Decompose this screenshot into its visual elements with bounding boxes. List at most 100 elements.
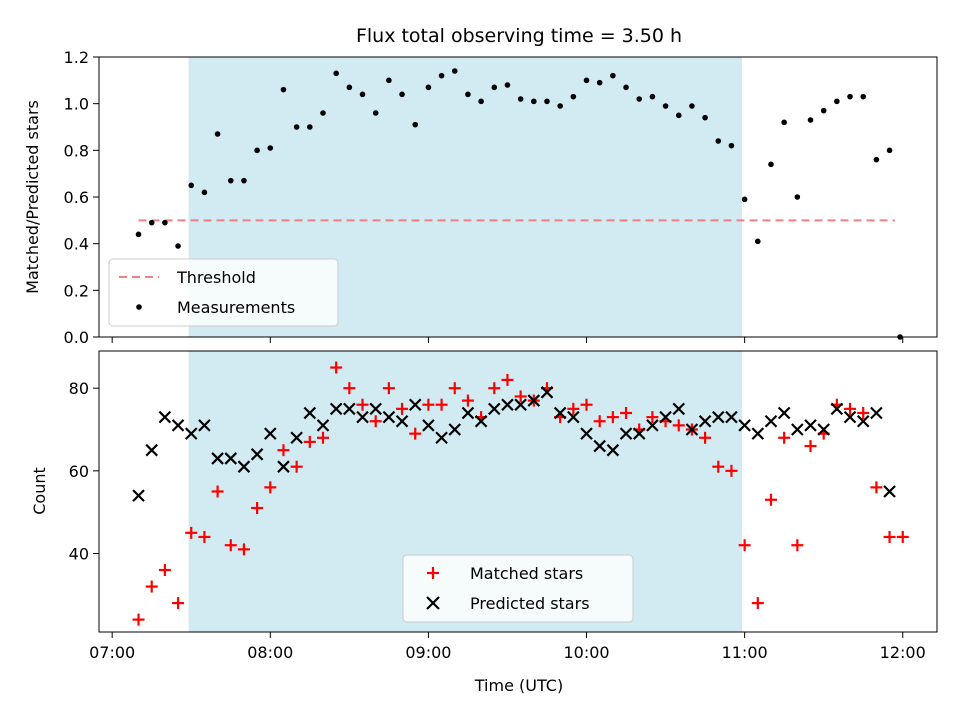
matched-point: [448, 382, 461, 395]
top-y-tick-label: 0.6: [64, 188, 89, 207]
predicted-point: [804, 419, 817, 432]
matched-point: [251, 502, 264, 515]
bottom-y-tick-label: 60: [69, 462, 89, 481]
measurement-point: [241, 177, 247, 184]
predicted-point: [830, 402, 844, 416]
legend-predicted-label: Predicted stars: [470, 594, 590, 613]
predicted-point: [580, 427, 593, 440]
measurement-point: [715, 138, 722, 144]
top-y-axis-label: Matched/Predicted stars: [23, 100, 42, 294]
measurement-point: [768, 161, 774, 168]
matched-point: [264, 481, 277, 494]
matched-point: [514, 390, 527, 403]
x-tick-label: 07:00: [89, 643, 135, 662]
top-y-tick-label: 0.8: [64, 141, 89, 160]
measurement-point: [886, 147, 893, 154]
measurement-point: [636, 96, 643, 102]
top-plot-frame: [98, 56, 938, 338]
measurement-point: [504, 82, 511, 88]
measurement-point: [359, 91, 366, 98]
predicted-point: [395, 414, 409, 428]
matched-point: [844, 402, 857, 415]
predicted-point: [646, 419, 659, 432]
matched-point: [461, 394, 474, 407]
matched-point: [699, 431, 712, 444]
predicted-point: [593, 439, 606, 453]
measurement-point: [386, 77, 392, 84]
predicted-point: [553, 406, 567, 420]
matched-point: [369, 415, 382, 428]
matched-point: [883, 530, 896, 543]
matched-point: [382, 382, 395, 395]
measurement-point: [557, 103, 563, 109]
predicted-point: [685, 423, 699, 436]
bottom-y-tick-label: 80: [69, 379, 89, 398]
measurement-point: [623, 84, 629, 91]
top-y-tick-label: 0.4: [64, 235, 89, 254]
top-y-tick-label: 1.2: [64, 48, 89, 67]
x-tick-label: 11:00: [722, 643, 768, 662]
predicted-point: [738, 419, 751, 432]
measurement-point: [531, 98, 537, 105]
predicted-point: [290, 431, 303, 445]
predicted-point: [501, 398, 514, 411]
measurement-point: [596, 79, 603, 86]
measurement-point: [135, 231, 142, 238]
predicted-point: [751, 427, 765, 440]
measurement-point: [873, 156, 880, 163]
matched-point: [316, 431, 329, 444]
matched-point: [409, 427, 422, 440]
measurement-point: [610, 72, 616, 79]
measurement-point: [399, 91, 405, 98]
predicted-point: [540, 386, 554, 399]
matched-point: [277, 444, 290, 457]
predicted-point: [158, 410, 172, 424]
matched-point: [224, 539, 237, 552]
measurement-point: [148, 219, 155, 226]
measurement-point: [267, 145, 274, 151]
bottom-y-tick-label: 40: [69, 544, 89, 563]
measurement-point: [702, 114, 708, 121]
measurement-point: [425, 84, 432, 91]
matched-point: [185, 526, 198, 539]
measurement-point: [188, 182, 195, 189]
matched-point: [145, 580, 158, 593]
matched-point: [422, 398, 435, 411]
measurement-point: [517, 96, 524, 102]
matched-point: [132, 613, 145, 626]
matched-point: [804, 440, 817, 453]
x-tick-label: 08:00: [247, 643, 293, 662]
measurement-point: [333, 70, 339, 77]
matched-point: [488, 382, 501, 395]
bottom-panel: 40 60 80 07:00 08:00 09:00 10:00 11:00 12:00 Co…: [30, 350, 938, 695]
predicted-point: [422, 419, 435, 432]
top-legend-box: [108, 258, 339, 327]
matched-point: [857, 406, 870, 419]
legend-measurement-swatch: [136, 304, 142, 310]
measurement-point: [860, 93, 867, 100]
matched-point: [567, 402, 580, 415]
matched-point: [172, 597, 185, 610]
matched-point: [606, 411, 619, 424]
predicted-point: [870, 406, 883, 420]
predicted-point: [277, 460, 290, 473]
measurement-point: [280, 86, 287, 93]
measurement-point: [834, 98, 840, 105]
predicted-point: [606, 443, 620, 457]
matched-point: [330, 361, 343, 374]
measurement-point: [583, 77, 590, 84]
predicted-point: [356, 410, 369, 424]
predicted-point: [264, 427, 277, 440]
measurement-point: [675, 112, 682, 119]
matched-point: [198, 530, 211, 543]
predicted-point: [632, 427, 646, 440]
predicted-point: [817, 423, 830, 436]
predicted-point: [514, 398, 527, 411]
measurement-points: [135, 68, 903, 340]
predicted-point: [672, 402, 686, 416]
predicted-point: [435, 431, 448, 445]
measurement-point: [201, 189, 208, 196]
measurement-point: [320, 110, 326, 116]
measurement-point: [820, 107, 827, 114]
measurement-point: [741, 196, 748, 203]
